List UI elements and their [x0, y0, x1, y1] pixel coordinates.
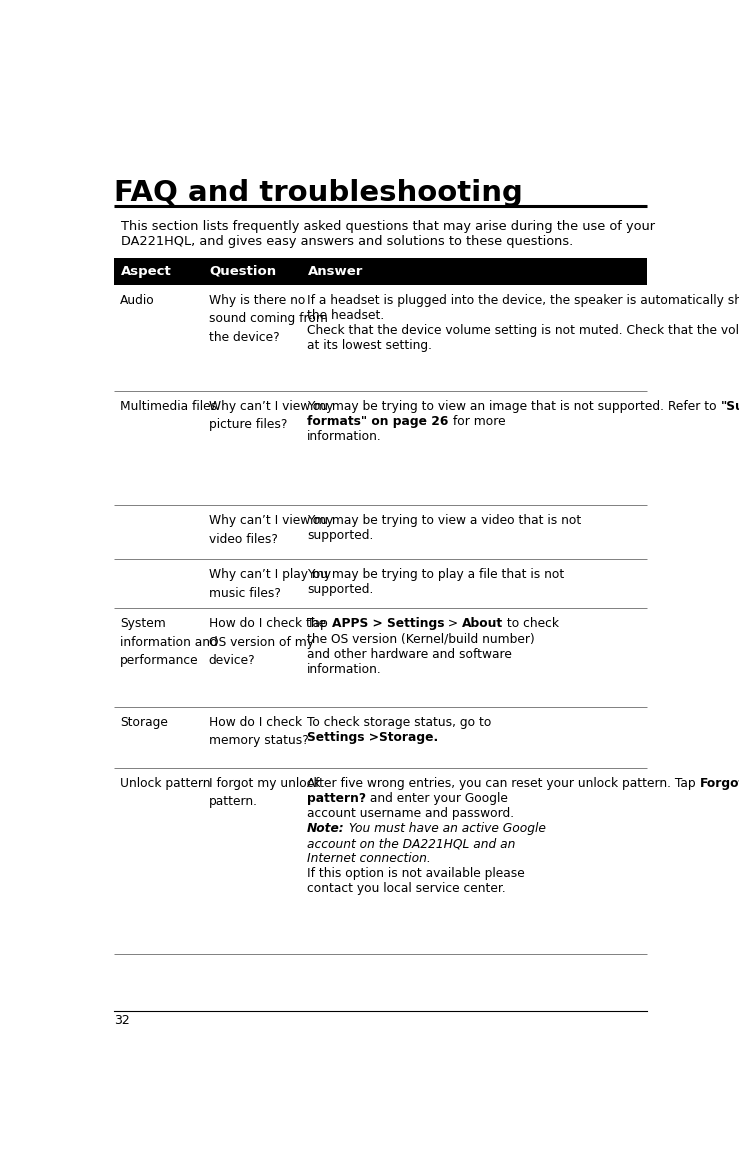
Text: After five wrong entries, you can reset your unlock pattern. Tap: After five wrong entries, you can reset … [307, 776, 700, 790]
Text: How do I check
memory status?: How do I check memory status? [208, 716, 308, 747]
Text: Internet connection.: Internet connection. [307, 852, 431, 865]
Text: Audio: Audio [120, 293, 154, 307]
Text: Check that the device volume setting is not muted. Check that the volume control: Check that the device volume setting is … [307, 324, 739, 336]
Text: "Supported: "Supported [721, 399, 739, 412]
Text: account on the DA221HQL and an: account on the DA221HQL and an [307, 837, 516, 850]
Text: I forgot my unlock
pattern.: I forgot my unlock pattern. [208, 776, 320, 809]
Text: Multimedia files: Multimedia files [120, 399, 217, 412]
Text: Storage: Storage [120, 716, 168, 729]
Text: supported.: supported. [307, 583, 373, 596]
Text: Settings >Storage.: Settings >Storage. [307, 731, 438, 744]
Text: Tap: Tap [307, 617, 332, 631]
Text: contact you local service center.: contact you local service center. [307, 882, 506, 895]
Text: You may be trying to view a video that is not: You may be trying to view a video that i… [307, 514, 582, 527]
Text: Answer: Answer [308, 265, 364, 278]
Text: Why can’t I view my
video files?: Why can’t I view my video files? [208, 514, 333, 546]
Text: information.: information. [307, 430, 382, 442]
Text: Why can’t I play my
music files?: Why can’t I play my music files? [208, 568, 331, 599]
Text: Aspect: Aspect [121, 265, 171, 278]
Text: APPS > Settings: APPS > Settings [332, 617, 444, 631]
Text: You may be trying to view an image that is not supported. Refer to: You may be trying to view an image that … [307, 399, 721, 412]
Text: for more: for more [449, 414, 505, 427]
Text: About: About [463, 617, 503, 631]
Text: Question: Question [210, 265, 277, 278]
Text: supported.: supported. [307, 530, 373, 542]
Text: to check: to check [503, 617, 559, 631]
Text: To check storage status, go to: To check storage status, go to [307, 716, 491, 729]
Text: If this option is not available please: If this option is not available please [307, 867, 525, 880]
Text: FAQ and troubleshooting: FAQ and troubleshooting [114, 179, 523, 207]
Text: Forgotten: Forgotten [700, 776, 739, 790]
Text: You must have an active Google: You must have an active Google [345, 822, 545, 835]
Text: the headset.: the headset. [307, 308, 384, 322]
Text: System
information and
performance: System information and performance [120, 617, 217, 667]
Text: at its lowest setting.: at its lowest setting. [307, 339, 432, 352]
Text: This section lists frequently asked questions that may arise during the use of y: This section lists frequently asked ques… [121, 220, 655, 233]
Text: DA221HQL, and gives easy answers and solutions to these questions.: DA221HQL, and gives easy answers and sol… [121, 235, 573, 248]
Text: Unlock pattern: Unlock pattern [120, 776, 211, 790]
Text: formats" on page 26: formats" on page 26 [307, 414, 449, 427]
Text: account username and password.: account username and password. [307, 807, 514, 821]
Text: >: > [444, 617, 463, 631]
Text: and enter your Google: and enter your Google [366, 792, 508, 805]
Text: pattern?: pattern? [307, 792, 366, 805]
Text: You may be trying to play a file that is not: You may be trying to play a file that is… [307, 568, 565, 581]
Text: Note:: Note: [307, 822, 345, 835]
Text: information.: information. [307, 662, 382, 675]
Text: How do I check the
OS version of my
device?: How do I check the OS version of my devi… [208, 617, 326, 667]
Text: If a headset is plugged into the device, the speaker is automatically shut off. : If a headset is plugged into the device,… [307, 293, 739, 307]
Text: Why can’t I view my
picture files?: Why can’t I view my picture files? [208, 399, 333, 431]
Text: the OS version (Kernel/build number): the OS version (Kernel/build number) [307, 632, 535, 646]
Text: 32: 32 [114, 1015, 130, 1028]
Text: Why is there no
sound coming from
the device?: Why is there no sound coming from the de… [208, 293, 327, 343]
Text: and other hardware and software: and other hardware and software [307, 647, 512, 660]
Bar [114, 258, 647, 285]
